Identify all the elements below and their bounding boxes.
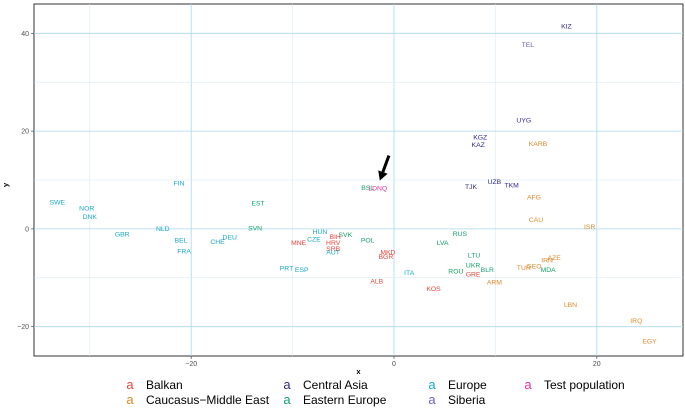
point-label-tel: TEL [522, 42, 535, 49]
y-tick-label: −20 [17, 324, 29, 331]
legend-key: a [283, 377, 291, 392]
legend-key: a [428, 377, 436, 392]
arrow-head [378, 170, 388, 181]
point-label-hun: HUN [313, 229, 328, 236]
point-label-kiz: KIZ [561, 23, 572, 30]
legend-label: Europe [448, 378, 487, 392]
point-label-nor: NOR [79, 205, 94, 212]
x-tick-label: 0 [392, 361, 396, 368]
x-tick-label: 20 [593, 361, 601, 368]
point-label-lva: LVA [437, 240, 449, 247]
point-label-ldnq: LDNQ [368, 186, 387, 193]
point-label-aut: AUT [326, 249, 340, 256]
point-label-aze: AZE [548, 255, 562, 262]
point-label-bih: BIH [330, 234, 341, 241]
point-label-karb: KARB [529, 141, 548, 148]
point-label-est: EST [251, 200, 264, 207]
point-label-geo: GEO [526, 263, 541, 270]
y-tick-label: 0 [25, 226, 29, 233]
point-label-dnk: DNK [83, 214, 98, 221]
point-label-cau: CAU [529, 217, 543, 224]
y-tick-label: 20 [21, 129, 29, 136]
legend-label: Test population [544, 378, 625, 392]
point-label-mda: MDA [541, 267, 557, 274]
point-label-bgr: BGR [379, 254, 394, 261]
point-label-bsl: BSL [361, 185, 374, 192]
point-label-kgz: KGZ [473, 134, 487, 141]
point-label-swe: SWE [50, 199, 66, 206]
point-label-uyg: UYG [516, 117, 531, 124]
legend-key: a [126, 392, 134, 407]
point-label-irn: IRN [541, 258, 553, 265]
point-label-pol: POL [361, 238, 375, 245]
y-axis-title: y [1, 182, 10, 187]
point-label-deu: DEU [223, 235, 237, 242]
x-axis-ticks: −20 0 20 [185, 356, 601, 368]
point-label-isr: ISR [584, 224, 595, 231]
point-label-gre: GRE [466, 271, 481, 278]
point-label-tur: TUR [517, 265, 531, 272]
point-label-kaz: KAZ [472, 142, 485, 149]
point-label-irq: IRQ [630, 318, 642, 325]
legend: a Balkan a Central Asia a Europe a Test populat… [126, 377, 624, 407]
legend-key: a [126, 377, 134, 392]
legend-label: Caucasus−Middle East [146, 393, 270, 407]
point-label-che: CHE [210, 239, 225, 246]
y-tick-label: 40 [21, 31, 29, 38]
point-label-alb: ALB [370, 279, 383, 286]
point-label-gbr: GBR [115, 232, 130, 239]
point-label-prt: PRT [280, 265, 293, 272]
point-label-bel: BEL [175, 238, 188, 245]
point-label-srb: SRB [326, 246, 340, 253]
point-label-arm: ARM [487, 280, 502, 287]
point-label-mne: MNE [291, 240, 307, 247]
point-label-svn: SVN [248, 225, 262, 232]
point-label-kos: KOS [426, 286, 441, 293]
legend-label: Balkan [146, 378, 183, 392]
point-label-cze: CZE [307, 237, 321, 244]
point-label-svk: SVK [339, 232, 353, 239]
x-axis-title: x [356, 367, 361, 376]
legend-label: Central Asia [303, 378, 368, 392]
arrow-shaft [381, 155, 391, 173]
point-label-ukr: UKR [466, 262, 480, 269]
point-label-egy: EGY [642, 339, 657, 346]
point-label-lbn: LBN [564, 302, 577, 309]
point-label-nld: NLD [156, 226, 170, 233]
point-label-mkd: MKD [380, 249, 395, 256]
legend-key: a [428, 392, 436, 407]
x-tick-label: −20 [185, 361, 197, 368]
point-label-tkm: TKM [504, 182, 519, 189]
point-label-fra: FRA [177, 248, 191, 255]
point-label-uzb: UZB [488, 179, 502, 186]
point-label-tjk: TJK [465, 184, 478, 191]
point-label-rus: RUS [453, 231, 468, 238]
point-label-ita: ITA [404, 270, 415, 277]
legend-label: Siberia [448, 393, 486, 407]
legend-key: a [283, 392, 291, 407]
y-axis-ticks: −20 0 20 40 [17, 31, 34, 331]
annotation [378, 155, 391, 181]
point-label-esp: ESP [295, 267, 309, 274]
grid [34, 4, 683, 356]
point-label-fin: FIN [174, 180, 185, 187]
legend-key: a [524, 377, 532, 392]
point-label-afg: AFG [527, 195, 541, 202]
point-label-blr: BLR [481, 267, 494, 274]
legend-label: Eastern Europe [303, 393, 387, 407]
point-label-rou: ROU [448, 268, 463, 275]
point-label-ltu: LTU [468, 253, 480, 260]
point-label-hrv: HRV [326, 240, 341, 247]
